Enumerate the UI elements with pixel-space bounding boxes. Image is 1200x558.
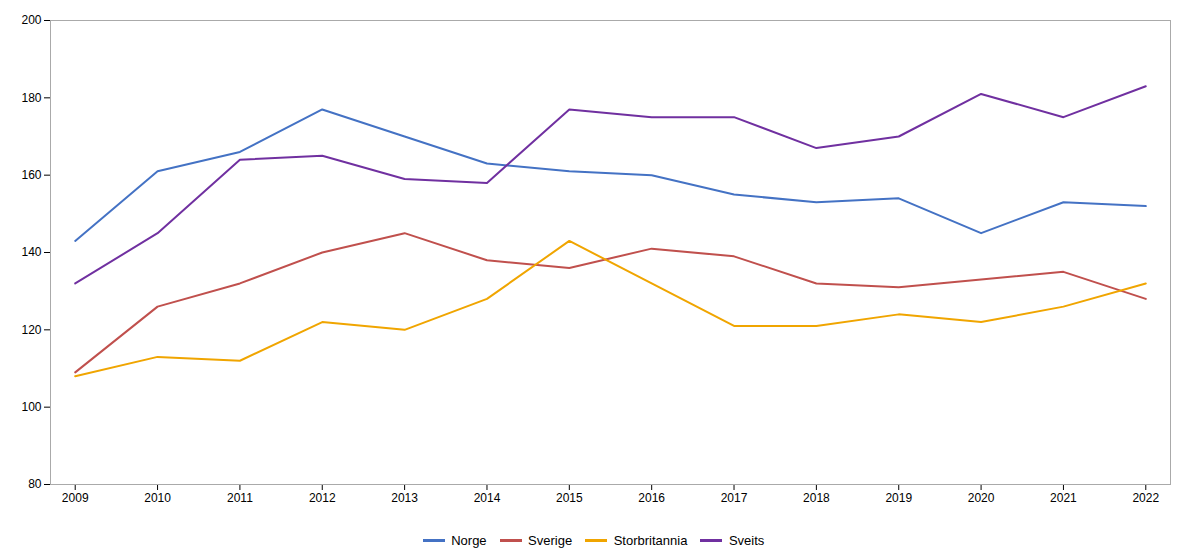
svg-text:200: 200 bbox=[21, 13, 41, 27]
svg-text:2018: 2018 bbox=[803, 491, 830, 505]
svg-text:2009: 2009 bbox=[62, 491, 89, 505]
svg-text:140: 140 bbox=[21, 245, 41, 259]
svg-text:2022: 2022 bbox=[1132, 491, 1159, 505]
svg-text:2010: 2010 bbox=[144, 491, 171, 505]
svg-text:2020: 2020 bbox=[968, 491, 995, 505]
html-text:Sveits: Sveits bbox=[728, 533, 765, 548]
svg-text:2017: 2017 bbox=[721, 491, 748, 505]
svg-text:2015: 2015 bbox=[556, 491, 583, 505]
html-text:Norge: Norge bbox=[451, 533, 487, 548]
svg-text:80: 80 bbox=[28, 477, 42, 491]
svg-text:100: 100 bbox=[21, 400, 41, 414]
svg-text:120: 120 bbox=[21, 323, 41, 337]
svg-text:2016: 2016 bbox=[638, 491, 665, 505]
svg-text:2019: 2019 bbox=[885, 491, 912, 505]
svg-text:160: 160 bbox=[21, 168, 41, 182]
svg-text:2014: 2014 bbox=[474, 491, 501, 505]
svg-text:2013: 2013 bbox=[391, 491, 418, 505]
svg-text:2012: 2012 bbox=[309, 491, 336, 505]
html-text:Storbritannia: Storbritannia bbox=[613, 533, 688, 548]
html-text:Sverige: Sverige bbox=[528, 533, 573, 548]
svg-text:2011: 2011 bbox=[227, 491, 253, 505]
svg-text:2021: 2021 bbox=[1050, 491, 1077, 505]
svg-text:180: 180 bbox=[21, 91, 41, 105]
